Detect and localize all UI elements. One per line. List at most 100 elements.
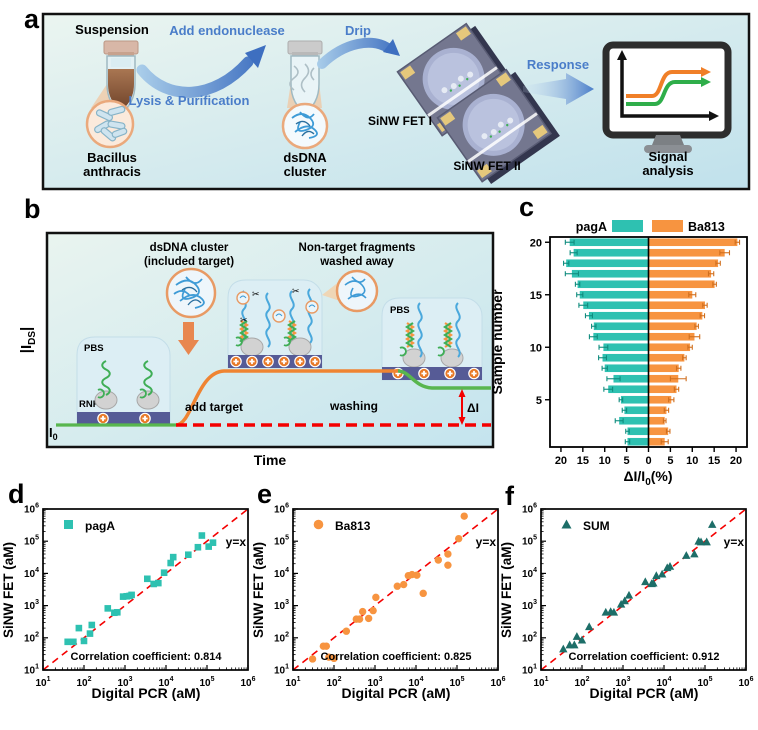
washed-inset: PBS	[381, 297, 483, 381]
fet2-label: SiNW FET II	[453, 159, 520, 173]
identity-line	[292, 508, 499, 671]
data-point	[419, 589, 427, 598]
data-point	[641, 577, 650, 586]
data-point	[205, 543, 212, 550]
svg-text:106: 106	[522, 503, 537, 516]
data-point	[372, 593, 380, 602]
f-y-axis-label: SiNW FET (aM)	[499, 542, 514, 638]
data-point	[144, 575, 151, 583]
bar-Ba813-sample-16	[648, 280, 715, 289]
pbs-left-label: PBS	[84, 343, 104, 354]
washing-label: washing	[329, 399, 378, 413]
bar-pagA-sample-20	[569, 238, 649, 247]
svg-text:105: 105	[522, 535, 537, 548]
bar-Ba813-sample-15	[648, 290, 693, 299]
data-point	[209, 539, 217, 546]
bar-Ba813-sample-2	[648, 427, 669, 436]
data-point	[460, 512, 468, 520]
bar-plot-area: 5 10 15 20 20 15 10 5 0 5 10 15 20	[530, 236, 748, 467]
c-axes: 5 10 15 20 20 15 10 5 0 5 10 15 20	[530, 237, 742, 467]
legend-Ba813-swatch	[652, 220, 683, 232]
error-bar	[564, 239, 575, 245]
response-label: Response	[527, 57, 589, 72]
data-point	[657, 569, 667, 578]
bar-pagA-sample-16	[577, 280, 649, 289]
identity-line	[540, 508, 747, 671]
svg-text:102: 102	[574, 676, 589, 689]
svg-text:10: 10	[686, 455, 698, 467]
error-bar	[598, 344, 609, 350]
error-bar	[603, 386, 614, 392]
legend-pagA-label: pagA	[576, 220, 607, 234]
data-point	[559, 644, 568, 653]
fet1-label: SiNW FET I	[368, 114, 432, 128]
data-point	[104, 605, 112, 612]
error-bar	[618, 397, 624, 403]
svg-text:20: 20	[530, 237, 542, 249]
svg-text:10: 10	[530, 342, 542, 354]
bar-pagA-sample-2	[627, 427, 649, 436]
error-bar	[663, 407, 670, 413]
bar-pagA-sample-17	[571, 269, 649, 278]
data-point	[330, 654, 338, 663]
data-point	[399, 580, 408, 589]
panel-label-c: c	[519, 192, 535, 222]
svg-text:✂: ✂	[240, 315, 248, 325]
svg-text:105: 105	[449, 676, 464, 689]
error-bar	[719, 250, 731, 256]
d-x-axis-label: Digital PCR (aM)	[92, 685, 201, 701]
cluster-annotation-2: (included target)	[144, 256, 234, 268]
bar-Ba813-sample-9	[648, 353, 685, 362]
bar-pagA-sample-12	[593, 322, 649, 331]
data-point	[198, 532, 206, 539]
data-point	[393, 582, 402, 590]
bar-pagA-sample-6	[608, 385, 649, 394]
error-bar	[576, 292, 584, 298]
data-point	[690, 549, 699, 558]
bar-pagA-sample-14	[583, 301, 649, 310]
svg-text:✂: ✂	[292, 286, 300, 296]
bar-Ba813-sample-20	[648, 238, 738, 247]
data-point	[572, 632, 582, 640]
svg-text:106: 106	[738, 676, 753, 689]
data-point	[150, 580, 157, 588]
error-bar	[662, 418, 667, 424]
signal-label-1: Signal	[648, 149, 687, 164]
bar-Ba813-sample-8	[648, 364, 679, 373]
bar-pagA-sample-13	[588, 311, 649, 320]
data-point	[665, 561, 675, 570]
down-arrow-icon	[178, 322, 199, 355]
data-point	[702, 537, 711, 546]
washed-fragments-circle-icon	[335, 269, 379, 313]
bar-Ba813-sample-11	[648, 332, 695, 341]
data-point	[80, 637, 88, 645]
data-point	[119, 593, 127, 600]
sinw-fet-chip-1	[396, 22, 520, 139]
error-bar	[682, 355, 687, 361]
data-point	[682, 551, 691, 559]
c-y-axis-label: Sample number	[489, 289, 505, 395]
svg-text:15: 15	[530, 290, 542, 302]
error-bar	[673, 386, 680, 392]
svg-text:20: 20	[555, 455, 567, 467]
d-legend-label: pagA	[85, 519, 115, 533]
dsdna-tube-icon	[287, 40, 323, 113]
bar-pagA-sample-11	[593, 332, 649, 341]
bar-Ba813-sample-14	[648, 301, 705, 310]
bar-Ba813-sample-19	[648, 248, 725, 257]
floating-fragment-icon	[236, 291, 319, 323]
data-point	[114, 608, 121, 616]
data-point	[444, 550, 452, 558]
legend-marker-triangle	[561, 519, 572, 529]
scissors-icon: ✂ ✂ ✂	[240, 286, 300, 325]
lysis-arrow-icon	[136, 45, 266, 98]
bar-pagA-sample-5	[620, 395, 649, 404]
svg-text:102: 102	[326, 676, 341, 689]
svg-text:105: 105	[24, 535, 39, 548]
b-x-axis-label: Time	[254, 452, 287, 468]
panel-b-mechanism: |IDS| Time dsDNA cluster (included targe…	[18, 231, 495, 468]
svg-text:101: 101	[522, 664, 537, 677]
data-point	[609, 607, 619, 616]
data-point	[364, 614, 373, 623]
